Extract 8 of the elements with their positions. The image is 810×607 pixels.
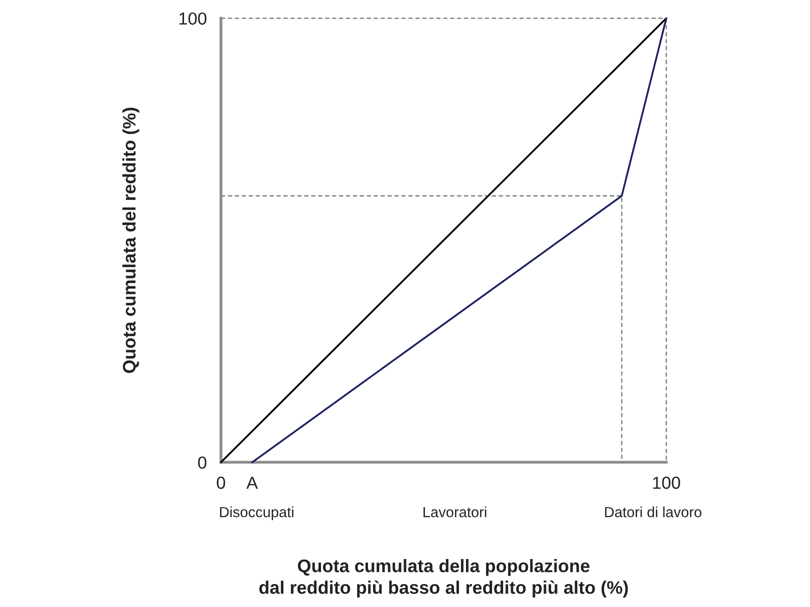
text: Datori di lavoro bbox=[605, 506, 702, 518]
text: Lavoratori bbox=[424, 506, 486, 518]
x-tick-label: A bbox=[246, 476, 258, 489]
y-axis-title: Quota cumulata del reddito (%) bbox=[122, 108, 140, 373]
x-axis-title: Quota cumulata della popolazione dal reddito più basso al reddito più alto (%) bbox=[259, 559, 628, 598]
x-tick-label: 100 bbox=[653, 476, 680, 489]
x-tick-label: 0 bbox=[216, 476, 226, 489]
text: Disoccupati bbox=[220, 506, 294, 520]
